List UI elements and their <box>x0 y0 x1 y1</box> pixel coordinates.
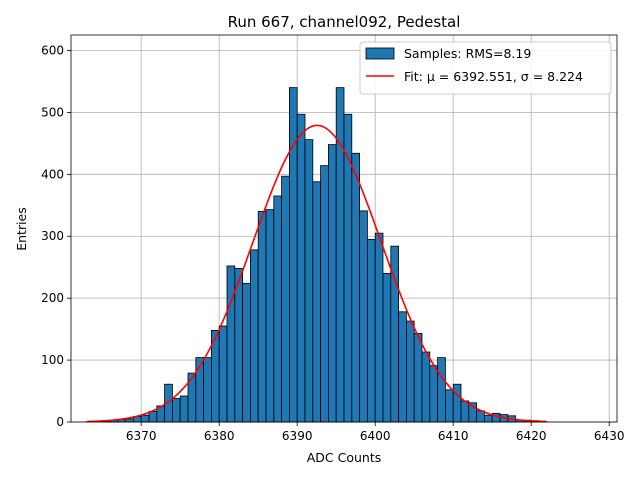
y-tick-label: 500 <box>41 105 64 119</box>
x-tick-label: 6390 <box>282 429 313 443</box>
histogram-bar <box>320 165 329 423</box>
histogram-bar <box>335 87 345 423</box>
chart-title: Run 667, channel092, Pedestal <box>228 13 461 31</box>
y-tick-label: 200 <box>41 291 64 305</box>
histogram-bar <box>265 209 275 423</box>
histogram-bar <box>304 139 314 423</box>
histogram-bar <box>234 268 244 423</box>
histogram-bar <box>452 383 462 423</box>
legend-box <box>359 41 612 95</box>
histogram-bar <box>171 398 181 423</box>
y-tick-label: 600 <box>41 43 64 57</box>
y-tick-label: 100 <box>41 353 64 367</box>
legend: Samples: RMS=8.19 Fit: μ = 6392.551, σ =… <box>359 41 612 95</box>
histogram-bars <box>101 87 540 423</box>
histogram-bar <box>437 357 446 423</box>
histogram-bar <box>398 311 407 423</box>
histogram-bar <box>288 87 298 423</box>
histogram-bar <box>296 113 306 423</box>
histogram-bar <box>351 152 360 423</box>
x-tick-label: 6420 <box>516 429 547 443</box>
histogram-bar <box>405 320 415 423</box>
x-axis-ticks: 6370 6380 6390 6400 6410 6420 6430 <box>126 422 625 443</box>
y-tick-label: 300 <box>41 229 64 243</box>
histogram-bar <box>382 272 392 423</box>
histogram-bar <box>460 400 470 423</box>
fit-curve-group <box>86 124 547 423</box>
legend-label-histogram: Samples: RMS=8.19 <box>404 46 531 61</box>
histogram-bar <box>444 389 454 423</box>
histogram-bar <box>226 265 236 423</box>
legend-label-fit: Fit: μ = 6392.551, σ = 8.224 <box>404 69 583 84</box>
histogram-bar <box>413 333 423 423</box>
histogram-bar <box>203 357 212 423</box>
histogram-bar <box>242 282 251 423</box>
fit-curve <box>86 124 547 423</box>
histogram-bar <box>421 351 431 423</box>
x-tick-label: 6400 <box>360 429 391 443</box>
y-tick-label: 400 <box>41 167 64 181</box>
histogram-bar <box>343 113 353 423</box>
histogram-bar <box>359 210 368 423</box>
histogram-bar <box>483 414 493 423</box>
histogram-bar <box>281 175 290 423</box>
legend-swatch-histogram <box>365 47 395 60</box>
histogram-bar <box>257 211 267 423</box>
axes-frame <box>70 34 618 423</box>
y-tick-label: 0 <box>56 415 64 429</box>
histogram-bar <box>148 411 158 423</box>
histogram-bar <box>429 365 438 423</box>
histogram-bar <box>179 395 189 423</box>
y-axis-ticks: 0 100 200 300 400 500 600 <box>41 43 71 429</box>
histogram-bar <box>366 238 376 423</box>
histogram-bar <box>249 249 259 423</box>
histogram-bar <box>312 181 321 423</box>
histogram-bar <box>218 325 228 423</box>
histogram-bar <box>273 195 282 423</box>
x-tick-label: 6430 <box>594 429 625 443</box>
x-tick-label: 6370 <box>126 429 157 443</box>
histogram-bar <box>125 418 134 423</box>
y-axis-label: Entries <box>14 207 29 251</box>
histogram-bar <box>327 144 337 423</box>
x-axis-label: ADC Counts <box>307 450 382 465</box>
histogram-bar <box>374 232 384 423</box>
x-tick-label: 6410 <box>438 429 469 443</box>
x-tick-label: 6380 <box>204 429 235 443</box>
histogram-bar <box>476 410 485 423</box>
histogram-bar <box>140 414 150 423</box>
